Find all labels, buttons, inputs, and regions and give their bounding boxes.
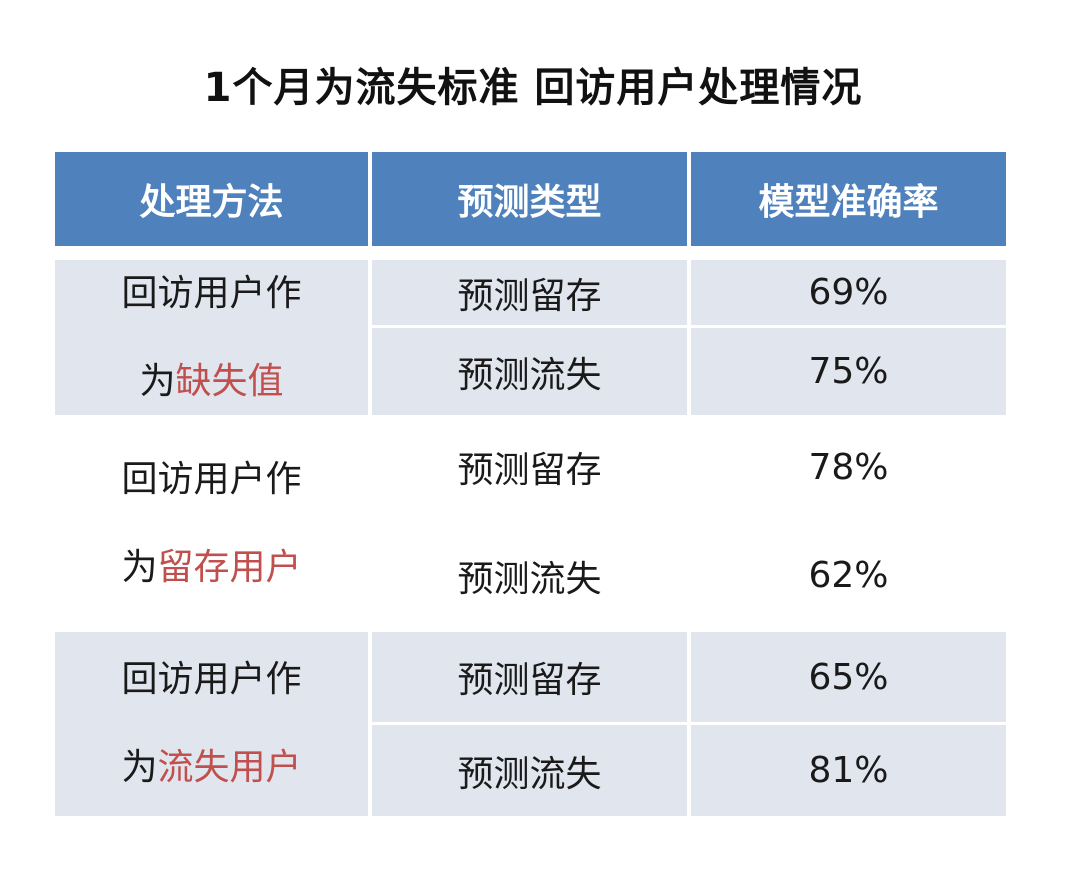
results-table: 处理方法 预测类型 模型准确率 回访用户作 为缺失值 预测留存 69% 预测流失…: [55, 152, 1007, 816]
page-title: 1个月为流失标准 回访用户处理情况: [203, 65, 863, 111]
table-cell-type: 预测留存: [372, 632, 687, 722]
table-cell-accuracy: 62%: [691, 519, 1006, 632]
group-label-missing: 回访用户作 为缺失值: [55, 260, 368, 415]
group-label-line1: 回访用户作: [121, 458, 302, 500]
table-cell-accuracy: 78%: [691, 415, 1006, 519]
group-label-line2: 为缺失值: [139, 338, 283, 426]
header-accuracy: 模型准确率: [691, 152, 1006, 246]
table-cell-type: 预测留存: [372, 260, 687, 325]
table-cell-type: 预测流失: [372, 722, 687, 816]
group-label-highlight: 缺失值: [175, 360, 284, 402]
group-label-retained: 回访用户作 为留存用户: [55, 415, 368, 632]
group-label-line2: 为流失用户: [121, 724, 301, 812]
table-cell-accuracy: 81%: [691, 722, 1006, 816]
group-label-highlight: 流失用户: [157, 747, 302, 788]
group-label-prefix: 为: [139, 360, 176, 402]
table-cell-type: 预测流失: [372, 519, 687, 632]
header-method: 处理方法: [55, 152, 368, 246]
group-label-highlight: 留存用户: [157, 546, 302, 588]
group-label-prefix: 为: [121, 546, 158, 588]
table-cell-accuracy: 65%: [691, 632, 1006, 722]
group-label-line1: 回访用户作: [121, 659, 302, 700]
table-cell-accuracy: 69%: [691, 260, 1006, 325]
group-label-churned: 回访用户作 为流失用户: [55, 632, 368, 816]
group-label-prefix: 为: [121, 747, 158, 788]
table-cell-type: 预测流失: [372, 325, 687, 415]
group-label-line2: 为留存用户: [121, 524, 301, 612]
table-cell-accuracy: 75%: [691, 325, 1006, 415]
group-label-line1: 回访用户作: [121, 272, 302, 314]
table-cell-type: 预测留存: [372, 415, 687, 519]
header-prediction-type: 预测类型: [372, 152, 687, 246]
